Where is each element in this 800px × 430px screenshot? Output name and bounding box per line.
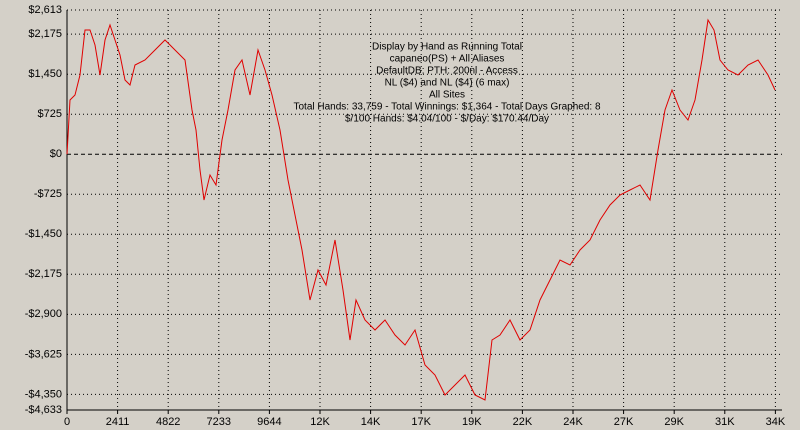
x-tick-label: 24K (563, 416, 583, 428)
y-tick-label: -$2,175 (25, 268, 62, 280)
x-tick-label: 27K (614, 416, 634, 428)
y-tick-label: $2,175 (28, 28, 62, 40)
y-tick-label: $1,450 (28, 68, 62, 80)
annotation: All Sites (429, 90, 465, 101)
y-tick-label: -$4,633 (25, 404, 62, 416)
x-tick-label: 19K (462, 416, 482, 428)
x-tick-label: 2411 (106, 416, 130, 428)
annotation: DefaultDB: PTH: 200nl - Access (376, 66, 518, 77)
x-tick-label: 7233 (207, 416, 231, 428)
x-tick-label: 14K (361, 416, 381, 428)
annotation: $/100 Hands: $4.04/100 - $/Day: $170.44/… (345, 114, 549, 125)
y-tick-label: -$2,900 (25, 308, 62, 320)
y-tick-label: -$725 (34, 188, 62, 200)
annotation: Display by Hand as Running Total (372, 42, 522, 53)
y-tick-label: $725 (38, 108, 62, 120)
x-tick-label: 29K (664, 416, 684, 428)
x-tick-label: 0 (64, 416, 70, 428)
x-tick-label: 17K (411, 416, 431, 428)
x-tick-label: 9644 (257, 416, 281, 428)
x-tick-label: 31K (715, 416, 735, 428)
y-tick-label: -$4,350 (25, 388, 62, 400)
x-tick-label: 22K (513, 416, 533, 428)
x-tick-label: 12K (310, 416, 330, 428)
data-line (66, 18, 776, 401)
x-tick-label: 4822 (156, 416, 180, 428)
x-tick-label: 34K (766, 416, 786, 428)
annotation: NL ($4) and NL ($4) (6 max) (385, 78, 510, 89)
annotation: Total Hands: 33,759 - Total Winnings: $1… (293, 102, 600, 113)
y-tick-label: $0 (50, 148, 62, 160)
y-tick-label: -$3,625 (25, 348, 62, 360)
annotation: capaneo(PS) + All Aliases (390, 54, 505, 65)
y-tick-label: -$1,450 (25, 228, 62, 240)
y-tick-label: $2,613 (28, 4, 62, 16)
